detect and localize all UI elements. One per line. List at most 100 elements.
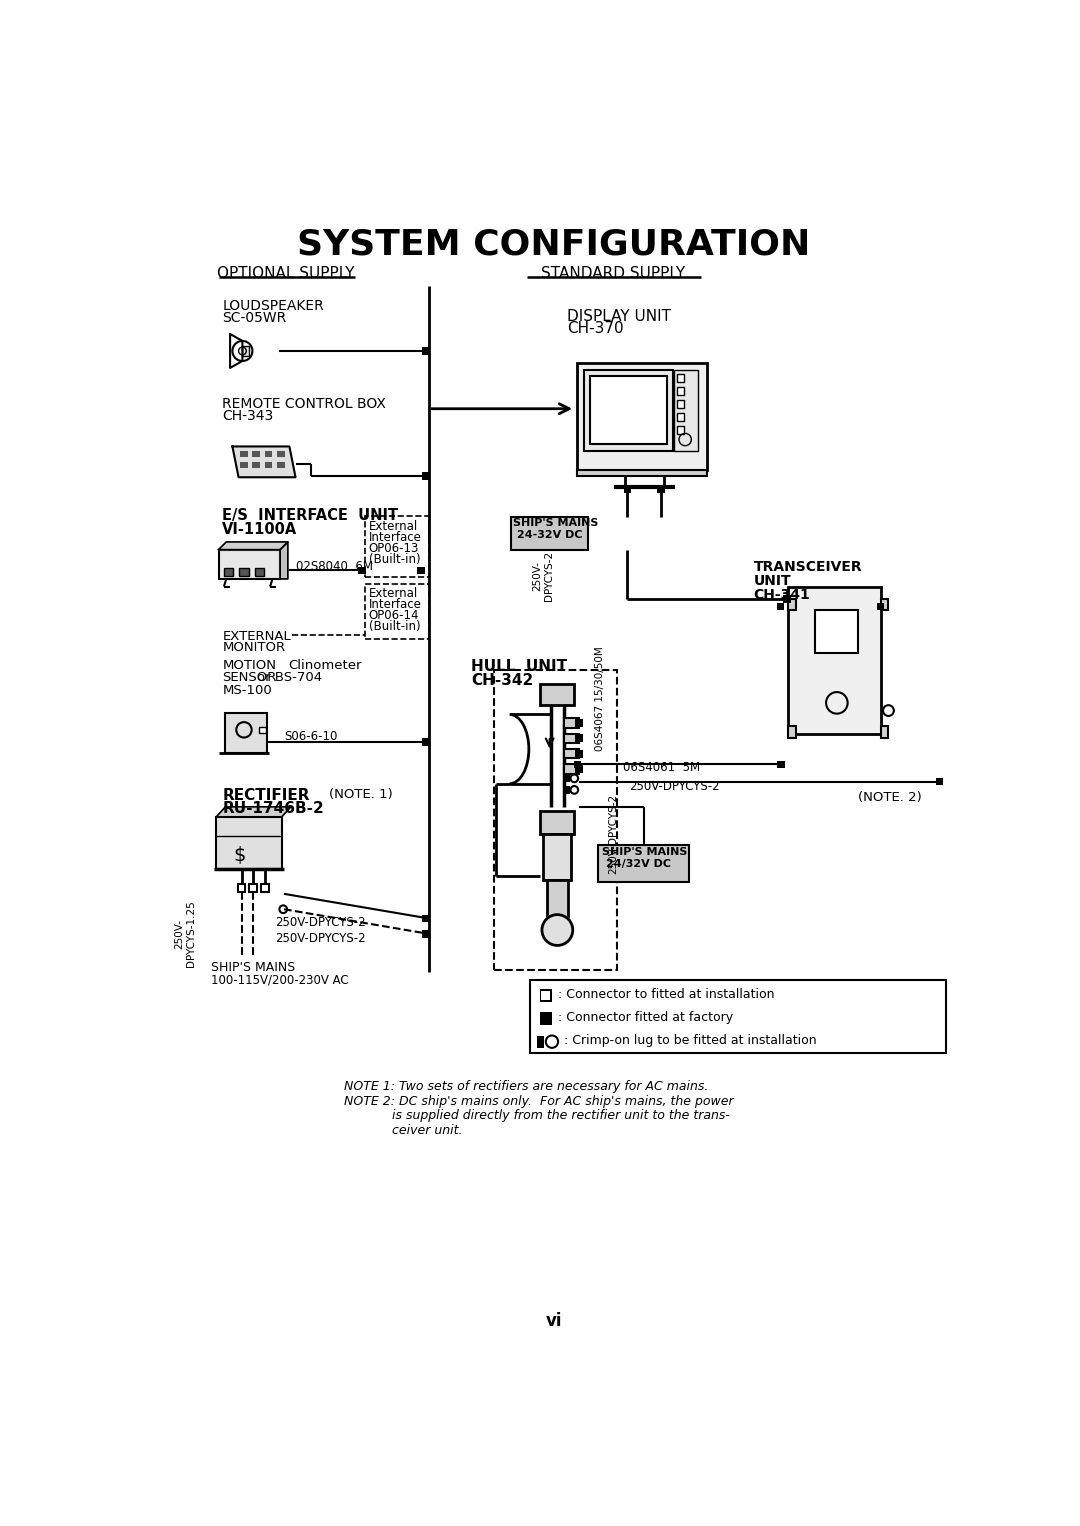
Bar	[278, 452, 285, 458]
Bar	[564, 719, 579, 728]
Text: 250V-DPYCYS-2: 250V-DPYCYS-2	[274, 931, 365, 945]
Polygon shape	[230, 334, 242, 368]
Bar	[584, 371, 673, 452]
Bar	[564, 765, 579, 774]
Text: 24/32V DC: 24/32V DC	[606, 859, 671, 870]
Bar	[253, 462, 260, 468]
Bar	[262, 885, 267, 890]
Text: Clinometer: Clinometer	[288, 659, 362, 671]
Bar	[935, 778, 943, 786]
Text: $: $	[233, 845, 245, 865]
Bar	[240, 462, 247, 468]
Text: MOTION: MOTION	[222, 659, 276, 671]
Bar	[265, 452, 272, 458]
Bar	[564, 734, 579, 743]
Bar	[543, 833, 571, 881]
Text: CH-341: CH-341	[754, 588, 810, 603]
Polygon shape	[232, 447, 296, 478]
Text: SHIP'S MAINS: SHIP'S MAINS	[513, 517, 598, 528]
Bar	[357, 566, 366, 574]
Bar	[540, 989, 552, 1001]
Bar	[577, 470, 707, 476]
Text: DISPLAY UNIT: DISPLAY UNIT	[567, 308, 672, 324]
Bar	[674, 371, 699, 452]
Text: CH-370: CH-370	[567, 320, 624, 336]
Bar	[881, 598, 889, 610]
Text: 250V-
DPYCYS-2: 250V- DPYCYS-2	[532, 551, 554, 601]
Text: (Built-in): (Built-in)	[368, 620, 420, 633]
Text: NOTE 2: DC ship's mains only.  For AC ship's mains, the power: NOTE 2: DC ship's mains only. For AC shi…	[345, 1094, 733, 1108]
Bar	[365, 583, 429, 639]
Bar	[530, 980, 946, 1053]
Text: EXTERNAL: EXTERNAL	[222, 630, 292, 642]
Text: STANDARD SUPPLY: STANDARD SUPPLY	[541, 266, 686, 281]
Bar	[253, 452, 260, 458]
Bar	[881, 726, 889, 737]
Bar	[422, 929, 430, 937]
Bar	[422, 739, 430, 746]
Bar	[240, 452, 247, 458]
Bar	[677, 400, 685, 407]
Bar	[677, 374, 685, 382]
Bar	[783, 595, 791, 603]
Bar	[249, 884, 257, 891]
Bar	[537, 1036, 544, 1048]
Bar	[575, 734, 583, 742]
Bar	[255, 568, 264, 575]
Bar	[242, 346, 248, 356]
Text: 02S8040  6M: 02S8040 6M	[296, 560, 373, 574]
Bar	[591, 377, 667, 444]
Bar	[495, 670, 618, 971]
Text: is supplied directly from the rectifier unit to the trans-: is supplied directly from the rectifier …	[345, 1109, 730, 1123]
Bar	[238, 884, 245, 891]
Bar	[540, 684, 575, 705]
Bar	[788, 726, 796, 737]
Text: LOUDSPEAKER: LOUDSPEAKER	[222, 299, 324, 313]
Text: Interface: Interface	[368, 598, 421, 610]
Bar	[422, 472, 430, 479]
Text: 250V-DPYCYS-2: 250V-DPYCYS-2	[608, 794, 618, 874]
Bar	[778, 603, 784, 610]
Text: (NOTE. 2): (NOTE. 2)	[858, 792, 921, 804]
Bar	[265, 462, 272, 468]
Text: SYSTEM CONFIGURATION: SYSTEM CONFIGURATION	[297, 227, 810, 262]
Bar	[677, 388, 685, 395]
Text: External: External	[368, 520, 418, 534]
Bar	[577, 363, 707, 470]
Bar	[877, 603, 885, 610]
Text: Interface: Interface	[368, 531, 421, 545]
Text: HULL  UNIT: HULL UNIT	[471, 659, 567, 674]
Bar	[564, 775, 569, 783]
Bar	[564, 749, 579, 758]
Bar	[541, 990, 551, 1000]
Text: : Crimp-on lug to be fitted at installation: : Crimp-on lug to be fitted at installat…	[564, 1035, 816, 1047]
Bar	[540, 1012, 552, 1025]
Bar	[511, 516, 589, 551]
Text: CH-342: CH-342	[471, 673, 534, 688]
Bar	[575, 749, 583, 757]
Text: (NOTE. 1): (NOTE. 1)	[328, 787, 392, 801]
Bar	[249, 884, 257, 891]
Circle shape	[542, 914, 572, 946]
Bar	[417, 566, 424, 574]
Bar	[677, 414, 685, 421]
Polygon shape	[218, 542, 288, 549]
Text: : Connector fitted at factory: : Connector fitted at factory	[558, 1010, 733, 1024]
Text: 24-32V DC: 24-32V DC	[516, 530, 582, 540]
Bar	[259, 726, 266, 732]
Text: OP06-13: OP06-13	[368, 542, 419, 555]
Bar	[575, 765, 583, 774]
Text: External: External	[368, 588, 418, 600]
Bar	[658, 485, 665, 493]
Text: : Connector to fitted at installation: : Connector to fitted at installation	[558, 987, 774, 1001]
Text: SENSOR: SENSOR	[222, 671, 276, 684]
Bar	[261, 884, 269, 891]
Bar	[677, 426, 685, 433]
Text: 250V-
DPYCYS-1.25: 250V- DPYCYS-1.25	[175, 900, 197, 967]
Text: OP06-14: OP06-14	[368, 609, 419, 623]
Text: S06-6-10: S06-6-10	[284, 729, 337, 743]
Text: REMOTE CONTROL BOX: REMOTE CONTROL BOX	[222, 397, 387, 410]
Text: MONITOR: MONITOR	[222, 641, 285, 655]
Polygon shape	[280, 542, 288, 578]
Bar	[623, 485, 632, 493]
